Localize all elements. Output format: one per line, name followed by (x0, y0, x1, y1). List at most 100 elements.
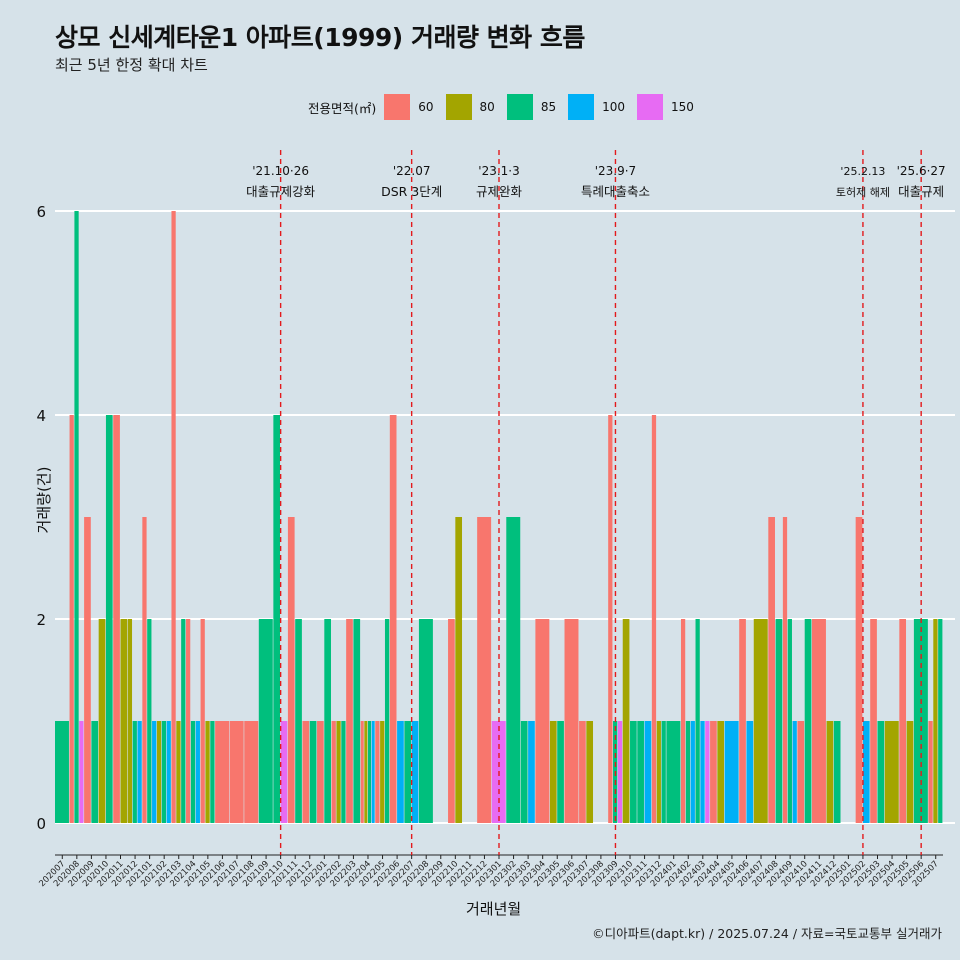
legend-item-100: 100 (568, 94, 625, 120)
bar-85-202312 (661, 721, 666, 823)
legend-label-85: 85 (540, 100, 557, 114)
bar-100-202204 (371, 721, 375, 823)
bar-150-202110 (280, 721, 288, 823)
bar-85-202109 (258, 619, 273, 823)
bar-60-202406 (739, 619, 746, 823)
bar-60-202402 (680, 619, 686, 823)
legend-swatch-150 (637, 94, 664, 120)
bar-85-202503 (877, 721, 885, 823)
bar-60-202108 (244, 721, 259, 823)
chart-subtitle: 최근 5년 한정 확대 차트 (55, 56, 208, 74)
bar-85-202410 (804, 619, 812, 823)
bar-60-202307 (579, 721, 586, 823)
bar-60-202202 (331, 721, 336, 823)
bar-85-202110 (273, 415, 281, 823)
bar-80-202310 (622, 619, 630, 823)
legend-swatch-100 (568, 94, 595, 120)
event-label: 대출규제강화 (246, 184, 316, 199)
bar-60-202111 (287, 517, 295, 823)
bar-85-202310 (630, 721, 637, 823)
bar-100-202403 (700, 721, 705, 823)
bar-150-202403 (705, 721, 710, 823)
bar-85-202507 (938, 619, 943, 823)
bar-80-202404 (717, 721, 725, 823)
y-tick-label: 2 (36, 611, 46, 629)
bar-85-202204 (367, 721, 372, 823)
chart-title: 상모 신세계타운1 아파트(1999) 거래량 변화 흐름 (55, 23, 585, 52)
bar-60-202212 (477, 517, 492, 823)
bar-80-202305 (549, 721, 557, 823)
legend-label-100: 100 (602, 100, 626, 114)
event-date-label: '23.1·3 (478, 164, 519, 178)
source-caption: ©디아파트(dapt.kr) / 2025.07.24 / 자료=국토교통부 실… (592, 926, 942, 941)
event-date-label: '25.6·27 (897, 164, 946, 178)
bar-80-202012 (127, 619, 133, 823)
bar-85-202101 (147, 619, 152, 823)
bar-60-202309 (608, 415, 613, 823)
bar-60-202112 (302, 721, 310, 823)
event-date-label: '25.2.13 (840, 165, 885, 178)
bar-80-202204 (364, 721, 368, 823)
bar-85-202305 (557, 721, 564, 823)
bar-60-202505 (899, 619, 907, 823)
bar-60-202008 (69, 415, 74, 823)
bar-85-202105 (210, 721, 215, 823)
y-tick-label: 6 (36, 203, 46, 221)
event-date-label: '21.10·26 (252, 164, 309, 178)
bar-100-202206 (397, 721, 404, 823)
bar-85-202202 (341, 721, 346, 823)
y-tick-label: 0 (36, 815, 46, 833)
legend-item-80: 80 (445, 94, 495, 120)
y-axis-label: 거래량(건) (34, 466, 53, 534)
bar-60-202205 (375, 721, 380, 823)
bar-100-202102 (166, 721, 171, 823)
x-axis-label: 거래년월 (466, 900, 522, 918)
event-label: 특례대출축소 (581, 184, 650, 199)
legend-swatch-60 (384, 94, 411, 120)
event-label: 토허제 해제 (836, 185, 890, 199)
bar-85-202401 (666, 721, 681, 823)
bar-80-202010 (98, 619, 106, 823)
bar-80-202505 (906, 721, 914, 823)
bar-85-202412 (833, 721, 841, 823)
bar-85-202302 (506, 517, 521, 823)
bar-100-202012 (137, 721, 142, 823)
bar-100-202402 (690, 721, 695, 823)
legend-label-80: 80 (479, 100, 495, 114)
bar-60-202206 (389, 415, 397, 823)
bar-85-202111 (295, 619, 302, 823)
bar-85-202208 (418, 619, 433, 823)
bar-80-202412 (826, 721, 834, 823)
bar-100-202409 (792, 721, 797, 823)
bar-60-202105 (200, 619, 205, 823)
bar-100-202406 (746, 721, 754, 823)
bar-80-202504 (884, 721, 899, 823)
legend-item-150: 150 (637, 94, 694, 120)
bar-60-202103 (171, 211, 176, 823)
y-tick-label: 4 (36, 407, 46, 425)
bar-80-202105 (205, 721, 210, 823)
bar-80-202205 (380, 721, 385, 823)
bar-85-202104 (190, 721, 196, 823)
bar-60-202507 (928, 721, 933, 823)
bar-100-202101 (152, 721, 157, 823)
bar-60-202104 (186, 619, 191, 823)
bar-60-202009 (84, 517, 91, 823)
bar-60-202011 (113, 415, 120, 823)
bar-60-202203 (346, 619, 353, 823)
bar-60-202210 (448, 619, 455, 823)
bar-60-202106 (215, 721, 230, 823)
bar-80-202103 (176, 721, 181, 823)
bar-80-202011 (120, 619, 128, 823)
bar-80-202210 (455, 517, 463, 823)
bar-85-202303 (520, 721, 528, 823)
event-date-label: '22.07 (393, 164, 431, 178)
bar-100-202311 (644, 721, 652, 823)
bar-85-202402 (685, 721, 691, 823)
bar-85-202112 (309, 721, 317, 823)
bar-85-202201 (324, 619, 331, 823)
bar-60-202503 (870, 619, 877, 823)
bar-80-202407 (753, 619, 768, 823)
bar-85-202007 (55, 721, 69, 823)
legend-title: 전용면적(㎡) (308, 100, 377, 116)
